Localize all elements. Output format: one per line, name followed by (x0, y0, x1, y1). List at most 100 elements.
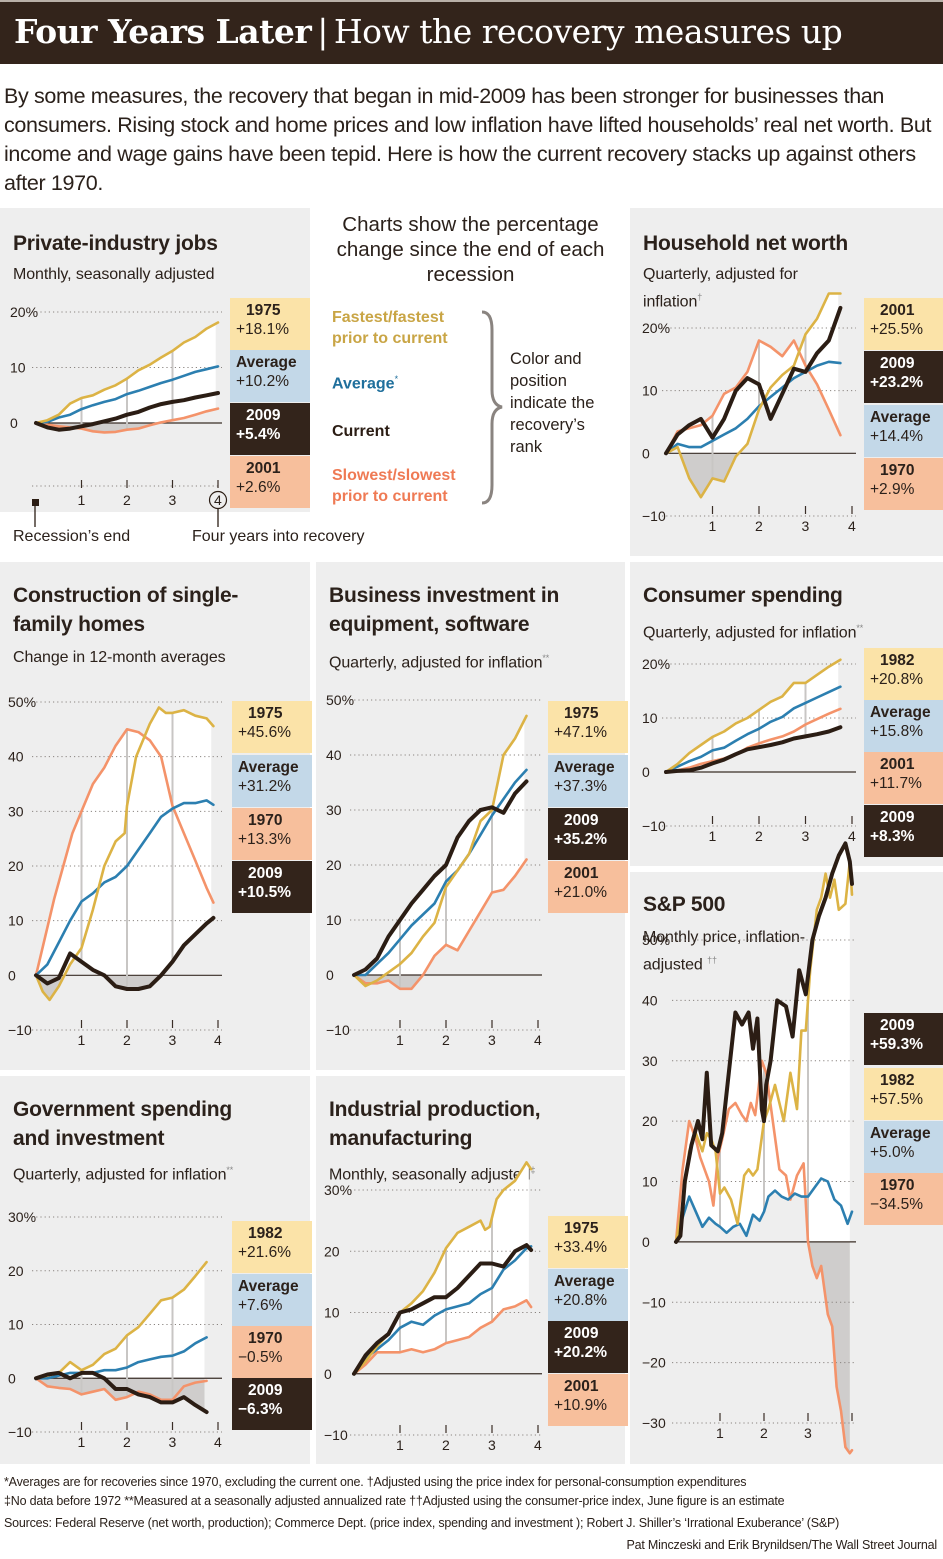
x-tick-label: 4 (534, 1437, 542, 1453)
x-tick-label: 3 (804, 1425, 812, 1441)
y-tick-label: 50% (326, 692, 354, 708)
x-tick-label: 4 (534, 1032, 542, 1048)
y-tick-label: 0 (642, 445, 650, 461)
range-fill-negative (676, 1241, 850, 1454)
y-tick-label: 20 (324, 1243, 340, 1259)
legend-label-current: 2009 +5.4% (230, 403, 310, 455)
chart-subtitle: Monthly price, inflation-adjusted †† (643, 927, 813, 976)
legend-year: 2009 (880, 355, 915, 372)
chart-title: Private-industry jobs (13, 232, 218, 255)
annotation-recession-end: Recession’s end (13, 528, 131, 545)
legend-label-slowest: 2001 +10.9% (548, 1374, 628, 1426)
series-line-average (34, 365, 220, 425)
x-tick-label: 4 (848, 828, 856, 844)
legend-value: +57.5% (870, 1091, 924, 1108)
legend-label-fastest: 1975 +18.1% (230, 298, 310, 350)
legend-value: +18.1% (236, 321, 290, 338)
legend-value: +21.0% (554, 884, 608, 901)
legend-value: +21.6% (238, 1244, 292, 1261)
x-tick-label: 2 (123, 1032, 131, 1048)
y-tick-label: 10 (8, 1317, 24, 1333)
legend-value: +33.4% (554, 1239, 608, 1256)
legend-year: Average (554, 759, 615, 776)
footnote-mark: ‡ (530, 1165, 536, 1175)
y-tick-label: −10 (642, 508, 666, 524)
range-fill-positive (666, 660, 839, 772)
legend-year: 1970 (248, 812, 283, 829)
legend-value: +14.4% (870, 428, 924, 445)
y-tick-label: 0 (8, 967, 16, 983)
key-heading: Charts show the percentage change since … (336, 213, 605, 286)
legend-year: 1975 (564, 705, 599, 722)
series-line-1970 (674, 1059, 854, 1455)
series-line-average (664, 360, 842, 455)
chart-jobs: 20% 10 0 1 2 3 4 (10, 304, 228, 527)
key-note: Color and position indicate the recovery… (510, 350, 595, 456)
series-line-2009 (664, 725, 843, 774)
legend-year: Average (238, 759, 299, 776)
chart-business: 50% 40 30 20 10 0 −10 1 2 3 4 (326, 692, 542, 1048)
chart-government: 30% 20 10 0 −10 1 2 3 4 (8, 1209, 222, 1450)
legend-year: 2001 (564, 1378, 599, 1395)
legend-value: +37.3% (554, 778, 608, 795)
sources-line: Sources: Federal Reserve (net worth, pro… (4, 1516, 840, 1530)
legend-year: Average (554, 1273, 615, 1290)
chart-subtitle: Quarterly, adjusted for inflation† (643, 264, 818, 313)
legend-year: 2009 (880, 1017, 915, 1034)
legend-year: 2001 (564, 865, 599, 882)
x-tick-label: 2 (123, 492, 131, 508)
legend-year: 2009 (880, 809, 915, 826)
y-tick-label: 10 (326, 912, 342, 928)
legend-year: 2009 (248, 865, 283, 882)
y-tick-label: 40 (642, 992, 658, 1008)
y-tick-label: −10 (8, 1022, 32, 1038)
legend-value: +47.1% (554, 724, 608, 741)
y-tick-label: −10 (324, 1427, 348, 1443)
y-tick-label: 20 (8, 1263, 24, 1279)
legend-label-slowest: 2001 +2.6% (230, 456, 310, 508)
x-tick-label: 2 (442, 1437, 450, 1453)
footnote-line-2: ‡No data before 1972 **Measured at a sea… (4, 1494, 785, 1508)
series-line-1982 (664, 658, 842, 774)
chart-title: Business investment in equipment, softwa… (329, 584, 560, 636)
legend-value: +31.2% (238, 778, 292, 795)
footnote-line-1: *Averages are for recoveries since 1970,… (4, 1475, 747, 1489)
legend-year: 2001 (880, 756, 915, 773)
legend-year: 1970 (880, 1177, 915, 1194)
y-tick-label: 0 (8, 1370, 16, 1386)
y-tick-label: 20% (642, 656, 670, 672)
series-line-1970 (34, 1377, 208, 1402)
chart-subtitle-text: Quarterly, adjusted for inflation (13, 1166, 227, 1184)
annotation-four-years: Four years into recovery (192, 528, 365, 545)
legend-value: +20.8% (554, 1292, 608, 1309)
series-line-2009 (352, 1243, 534, 1376)
x-tick-label: 1 (396, 1032, 404, 1048)
legend-value: +10.5% (238, 884, 292, 901)
x-tick-label: 1 (709, 828, 717, 844)
chart-subtitle-text: Monthly price, inflation-adjusted (643, 929, 806, 974)
legend-year: 1970 (248, 1330, 283, 1347)
chart-subtitle: Change in 12-month averages (13, 647, 226, 669)
legend-year: 2009 (246, 407, 281, 424)
chart-title: Consumer spending (643, 584, 843, 607)
x-tick-label: 2 (442, 1032, 450, 1048)
legend-label-current: 2009 +23.2% (864, 351, 943, 403)
y-tick-label: 0 (642, 764, 650, 780)
legend-label-slowest: 2001 +11.7% (864, 752, 943, 804)
y-tick-label: −10 (642, 818, 666, 834)
y-tick-label: 30 (642, 1053, 658, 1069)
range-fill-positive (666, 293, 839, 454)
series-line-2009 (664, 305, 843, 456)
series-line-2001 (664, 292, 842, 499)
legend-value: +25.5% (870, 321, 924, 338)
legend-year: 1982 (880, 652, 915, 669)
series-line-2009 (352, 779, 529, 977)
footnote-mark: †† (707, 955, 717, 965)
y-tick-label: −30 (642, 1415, 666, 1431)
series-line-1975 (34, 321, 220, 425)
legend-label-average: Average +15.8% (864, 700, 943, 752)
key-current: Current (332, 423, 390, 440)
range-fill-positive (354, 720, 525, 975)
y-tick-label: 20 (642, 1113, 658, 1129)
legend-label-fastest: 2001 +25.5% (864, 298, 943, 350)
